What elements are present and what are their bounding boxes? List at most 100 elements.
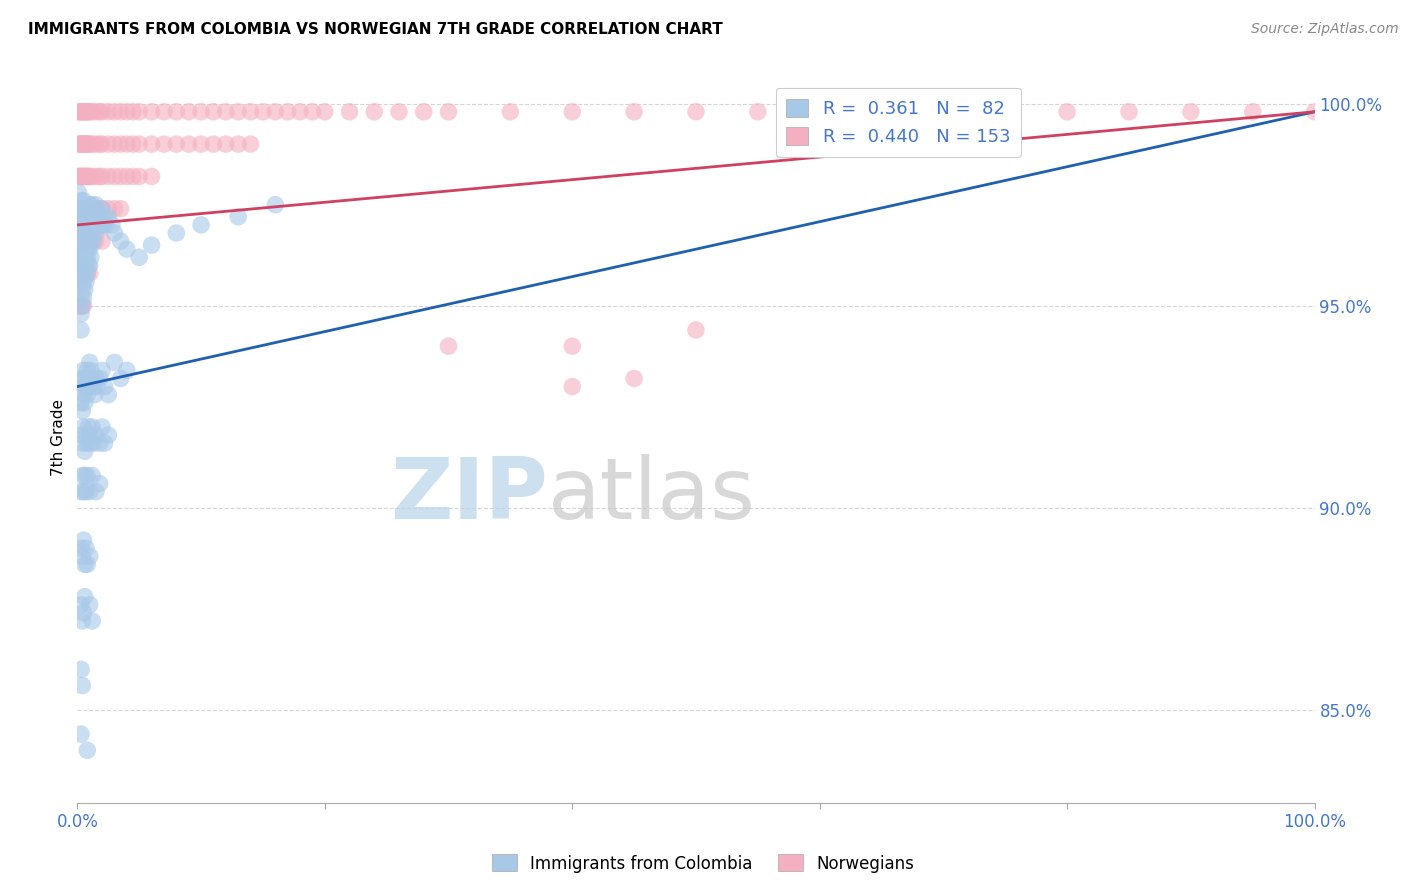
Point bbox=[84, 226, 107, 240]
Point bbox=[141, 104, 163, 119]
Point bbox=[76, 202, 98, 216]
Point bbox=[70, 662, 93, 676]
Point bbox=[115, 169, 138, 184]
Point bbox=[685, 323, 707, 337]
Point bbox=[77, 169, 100, 184]
Point bbox=[75, 541, 97, 556]
Point bbox=[69, 267, 91, 281]
Point bbox=[89, 104, 111, 119]
Point bbox=[115, 363, 138, 377]
Point bbox=[67, 137, 90, 152]
Point bbox=[93, 379, 115, 393]
Point bbox=[685, 104, 707, 119]
Point bbox=[101, 218, 124, 232]
Point bbox=[75, 275, 97, 289]
Point bbox=[141, 137, 163, 152]
Point bbox=[499, 104, 522, 119]
Point bbox=[82, 210, 104, 224]
Point bbox=[77, 371, 100, 385]
Point bbox=[1056, 104, 1078, 119]
Point bbox=[70, 242, 93, 256]
Point bbox=[67, 299, 90, 313]
Point bbox=[76, 137, 98, 152]
Point bbox=[115, 242, 138, 256]
Point bbox=[72, 267, 94, 281]
Point bbox=[77, 137, 100, 152]
Point bbox=[67, 169, 90, 184]
Point bbox=[70, 727, 93, 741]
Point bbox=[70, 258, 93, 272]
Point bbox=[128, 169, 150, 184]
Point bbox=[70, 428, 93, 442]
Point bbox=[86, 379, 108, 393]
Point bbox=[75, 210, 97, 224]
Point bbox=[84, 234, 107, 248]
Point bbox=[70, 104, 93, 119]
Point bbox=[80, 436, 103, 450]
Point bbox=[73, 202, 96, 216]
Point bbox=[70, 299, 93, 313]
Point bbox=[89, 137, 111, 152]
Point bbox=[89, 169, 111, 184]
Point bbox=[89, 476, 111, 491]
Point bbox=[75, 484, 97, 499]
Text: atlas: atlas bbox=[547, 454, 755, 537]
Point bbox=[80, 210, 103, 224]
Point bbox=[177, 137, 200, 152]
Point bbox=[70, 541, 93, 556]
Point bbox=[76, 363, 98, 377]
Point bbox=[70, 598, 93, 612]
Point bbox=[73, 137, 96, 152]
Point bbox=[70, 169, 93, 184]
Point bbox=[82, 137, 104, 152]
Point bbox=[70, 267, 93, 281]
Point bbox=[110, 371, 132, 385]
Point bbox=[93, 436, 115, 450]
Point bbox=[76, 267, 98, 281]
Point bbox=[76, 436, 98, 450]
Point bbox=[69, 299, 91, 313]
Point bbox=[90, 218, 112, 232]
Point bbox=[70, 210, 93, 224]
Point bbox=[77, 258, 100, 272]
Point bbox=[97, 104, 120, 119]
Point bbox=[79, 234, 101, 248]
Point bbox=[79, 484, 101, 499]
Point bbox=[72, 420, 94, 434]
Point bbox=[89, 210, 111, 224]
Point bbox=[72, 436, 94, 450]
Point bbox=[72, 549, 94, 564]
Point bbox=[73, 267, 96, 281]
Point bbox=[870, 104, 893, 119]
Point bbox=[70, 202, 93, 216]
Point bbox=[141, 238, 163, 252]
Point bbox=[190, 104, 212, 119]
Point bbox=[202, 137, 225, 152]
Point bbox=[73, 371, 96, 385]
Point bbox=[72, 258, 94, 272]
Point bbox=[72, 299, 94, 313]
Point bbox=[77, 242, 100, 256]
Point bbox=[72, 404, 94, 418]
Point bbox=[128, 250, 150, 264]
Point bbox=[73, 267, 96, 281]
Point bbox=[69, 234, 91, 248]
Point bbox=[76, 558, 98, 572]
Point bbox=[91, 218, 114, 232]
Point bbox=[82, 234, 104, 248]
Point bbox=[82, 371, 104, 385]
Point bbox=[1180, 104, 1202, 119]
Point bbox=[73, 218, 96, 232]
Point bbox=[91, 234, 114, 248]
Point bbox=[103, 169, 125, 184]
Text: IMMIGRANTS FROM COLOMBIA VS NORWEGIAN 7TH GRADE CORRELATION CHART: IMMIGRANTS FROM COLOMBIA VS NORWEGIAN 7T… bbox=[28, 22, 723, 37]
Point bbox=[110, 234, 132, 248]
Point bbox=[83, 218, 105, 232]
Point bbox=[103, 137, 125, 152]
Point bbox=[76, 218, 98, 232]
Point bbox=[72, 137, 94, 152]
Point bbox=[72, 533, 94, 548]
Point bbox=[226, 137, 249, 152]
Point bbox=[412, 104, 434, 119]
Point bbox=[75, 137, 97, 152]
